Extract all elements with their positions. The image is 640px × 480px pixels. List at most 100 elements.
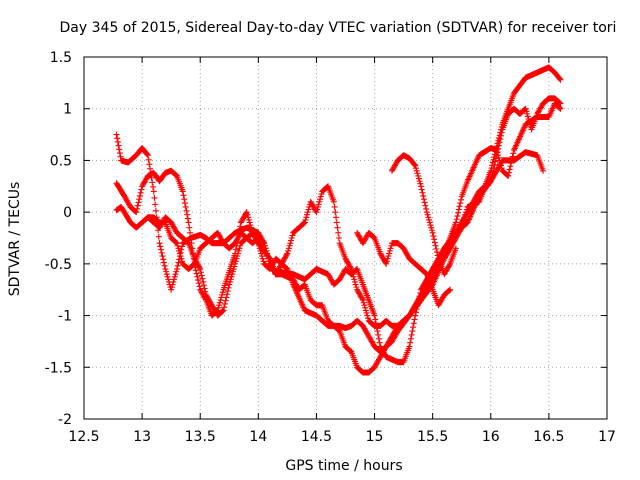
y-tick-label: 1.5 [50,50,72,66]
data-point [184,215,191,222]
y-tick-label: -0.5 [45,257,72,273]
data-point [233,255,240,262]
data-point [446,287,453,294]
data-point [505,169,512,176]
data-point [556,75,563,82]
data-point [264,250,271,257]
data-point [231,263,238,270]
data-point [216,302,223,309]
data-point [376,339,383,346]
data-point [333,219,340,226]
data-point [361,302,368,309]
data-point [375,331,382,338]
data-point [462,211,469,218]
data-point [318,191,325,198]
data-point [453,216,460,223]
x-tick-label: 15.5 [417,429,448,445]
data-point [371,312,378,319]
data-point [114,138,121,145]
data-point [217,297,224,304]
axis-ticks: 12.5 13 13.5 14 14.5 15 15.5 16 16.5 17 -2 -1.5 -1 -0… [45,50,616,445]
data-point [494,140,501,147]
data-point [202,288,209,295]
data-point [185,219,192,226]
data-point [556,105,563,112]
data-point [114,135,121,142]
data-point [418,186,425,193]
data-point [556,99,563,106]
data-point [144,151,151,158]
data-point [163,268,170,275]
data-point [415,172,422,179]
data-point [222,297,229,304]
y-tick-label: 0 [63,205,72,221]
data-point [260,239,267,246]
data-point [488,165,495,172]
data-point [195,277,202,284]
data-point [496,132,503,139]
data-point [175,245,182,252]
data-point [313,209,320,216]
data-point [316,198,323,205]
data-point [179,188,186,195]
data-point [375,335,382,342]
data-point [372,316,379,323]
data-point [155,233,162,240]
data-point [457,200,464,207]
data-point [259,255,266,262]
data-point [237,223,244,230]
data-point [219,289,226,296]
data-point [317,196,324,203]
data-point [159,253,166,260]
data-point [247,222,254,229]
data-point [225,284,232,291]
data-point [149,179,156,186]
data-point [184,211,191,218]
data-point [426,219,433,226]
y-tick-label: -1.5 [45,360,72,376]
data-point [304,209,311,216]
data-point [506,166,513,173]
data-point [348,266,355,273]
data-point [386,250,393,257]
data-point [457,225,464,232]
data-point [362,304,369,311]
data-point [524,110,531,117]
data-point [115,142,122,149]
x-axis-label: GPS time / hours [285,458,402,474]
data-point [305,206,312,213]
data-point [429,229,436,236]
data-point [245,214,252,221]
data-point [335,235,342,241]
data-point [174,262,181,269]
data-point [383,260,390,267]
data-point [301,219,308,226]
data-point [260,258,267,265]
data-point [419,189,426,196]
data-point [224,291,231,298]
data-point [420,196,427,203]
data-point [216,299,223,306]
data-point [283,251,290,258]
x-tick-label: 15 [366,429,384,445]
data-point [317,193,324,200]
data-point [334,224,341,231]
data-point [360,299,367,306]
data-point [335,229,342,236]
data-point [173,239,180,246]
data-point [384,255,391,262]
data-point [232,258,239,265]
data-point [261,242,268,249]
data-point [200,278,207,285]
data-point [173,240,180,247]
data-point [365,315,372,322]
data-point [302,216,309,223]
data-point [490,156,497,163]
data-point [134,205,141,212]
x-tick-label: 14.5 [301,429,332,445]
data-point [460,216,467,223]
data-point [248,224,255,231]
data-point [195,280,202,287]
y-tick-label: 0.5 [50,153,72,169]
data-point [510,150,517,157]
